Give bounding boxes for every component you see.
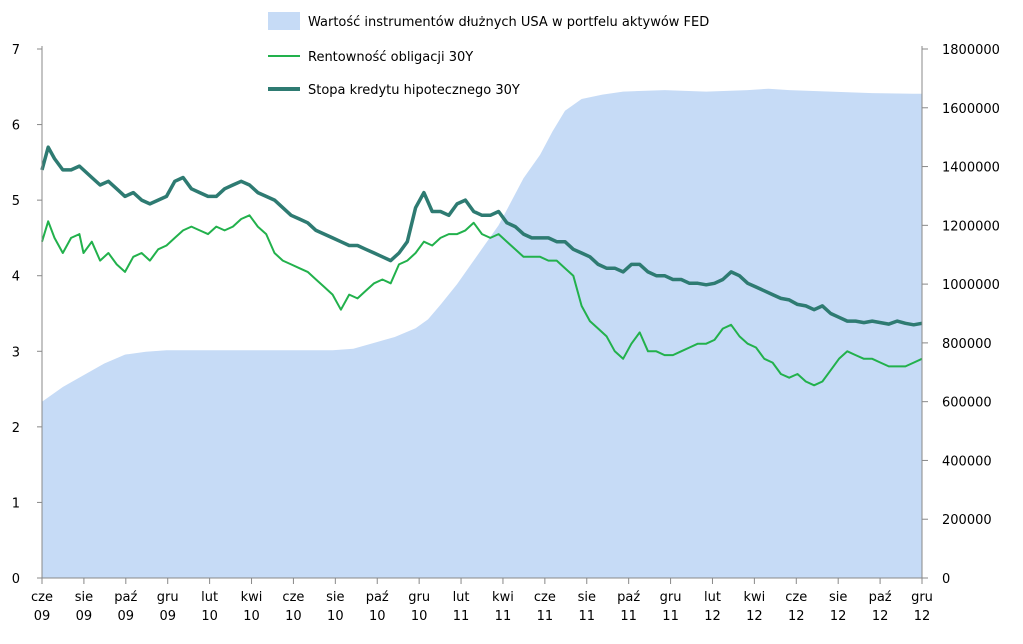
axes [37, 46, 928, 584]
x-tick-year: 12 [704, 609, 721, 624]
x-tick-year: 12 [746, 609, 763, 624]
legend-swatch-fed-holdings [268, 12, 300, 30]
y-right-tick-label: 800000 [942, 337, 992, 352]
series-fed-holdings-area [42, 88, 922, 578]
x-tick-month: cze [534, 590, 556, 605]
x-tick-year: 12 [914, 609, 931, 624]
x-tick-month: cze [282, 590, 304, 605]
y-right-tick-label: 1000000 [942, 278, 1000, 293]
x-tick-month: gru [408, 590, 430, 605]
x-tick-month: lut [453, 590, 470, 605]
x-tick-month: paź [366, 590, 389, 605]
x-tick-month: sie [326, 590, 344, 605]
x-tick-year: 11 [537, 609, 554, 624]
x-tick-year: 12 [788, 609, 805, 624]
x-tick-year: 10 [411, 609, 428, 624]
x-tick-year: 11 [495, 609, 512, 624]
x-tick-year: 11 [662, 609, 679, 624]
x-tick-year: 09 [118, 609, 135, 624]
legend: Wartość instrumentów dłużnych USA w port… [268, 12, 709, 98]
x-tick-month: paź [617, 590, 640, 605]
x-tick-month: gru [157, 590, 179, 605]
x-tick-year: 10 [327, 609, 344, 624]
x-tick-month: sie [75, 590, 93, 605]
y-right-tick-label: 1200000 [942, 219, 1000, 234]
x-tick-month: kwi [743, 590, 765, 605]
x-tick-month: lut [201, 590, 218, 605]
y-right-tick-label: 1400000 [942, 161, 1000, 176]
x-tick-month: paź [114, 590, 137, 605]
y-left-tick-label: 7 [12, 43, 20, 58]
y-left-tick-label: 6 [12, 119, 20, 134]
x-tick-year: 10 [243, 609, 260, 624]
x-tick-month: lut [704, 590, 721, 605]
y-right-tick-labels: 0 200000 400000 600000 800000 1000000 1200000 1… [942, 43, 1000, 587]
y-left-tick-label: 3 [12, 345, 20, 360]
y-left-tick-label: 2 [12, 421, 20, 436]
x-tick-year: 10 [369, 609, 386, 624]
x-tick-year: 11 [578, 609, 595, 624]
x-tick-year: 10 [201, 609, 218, 624]
y-right-tick-label: 1600000 [942, 102, 1000, 117]
x-tick-month: sie [578, 590, 596, 605]
legend-label-mortgage-rate: Stopa kredytu hipotecznego 30Y [308, 83, 520, 98]
x-tick-month: kwi [241, 590, 263, 605]
x-tick-month: sie [829, 590, 847, 605]
plot-area [40, 88, 923, 578]
series-bond-yield-30y-line [41, 214, 923, 387]
y-left-tick-label: 4 [12, 270, 20, 285]
y-right-tick-label: 0 [942, 572, 950, 587]
series-mortgage-rate-30y-line [40, 145, 923, 327]
x-tick-year: 11 [620, 609, 637, 624]
legend-label-bond-yield: Rentowność obligacji 30Y [308, 50, 473, 65]
x-tick-month: gru [911, 590, 933, 605]
x-tick-month: cze [31, 590, 53, 605]
y-right-tick-label: 200000 [942, 513, 992, 528]
x-tick-year: 11 [453, 609, 470, 624]
y-left-tick-label: 0 [12, 572, 20, 587]
x-tick-year: 09 [76, 609, 93, 624]
x-tick-year: 09 [159, 609, 176, 624]
legend-label-fed-holdings: Wartość instrumentów dłużnych USA w port… [308, 15, 709, 30]
y-right-tick-label: 600000 [942, 396, 992, 411]
y-left-tick-label: 1 [12, 496, 20, 511]
x-tick-month: kwi [492, 590, 514, 605]
x-tick-year: 10 [285, 609, 302, 624]
y-left-tick-label: 5 [12, 194, 20, 209]
x-tick-year: 09 [34, 609, 51, 624]
x-tick-year: 12 [872, 609, 889, 624]
x-tick-month: paź [869, 590, 892, 605]
x-tick-month: cze [785, 590, 807, 605]
y-right-tick-label: 1800000 [942, 43, 1000, 58]
x-tick-month: gru [660, 590, 682, 605]
x-tick-year: 12 [830, 609, 847, 624]
y-left-tick-labels: 0 1 2 3 4 5 6 7 [12, 43, 20, 587]
x-tick-labels: cze 09 sie 09 paź 09 gru 09 lut 10 kwi 10 cze 10 sie 10… [31, 590, 933, 624]
y-right-tick-label: 400000 [942, 454, 992, 469]
